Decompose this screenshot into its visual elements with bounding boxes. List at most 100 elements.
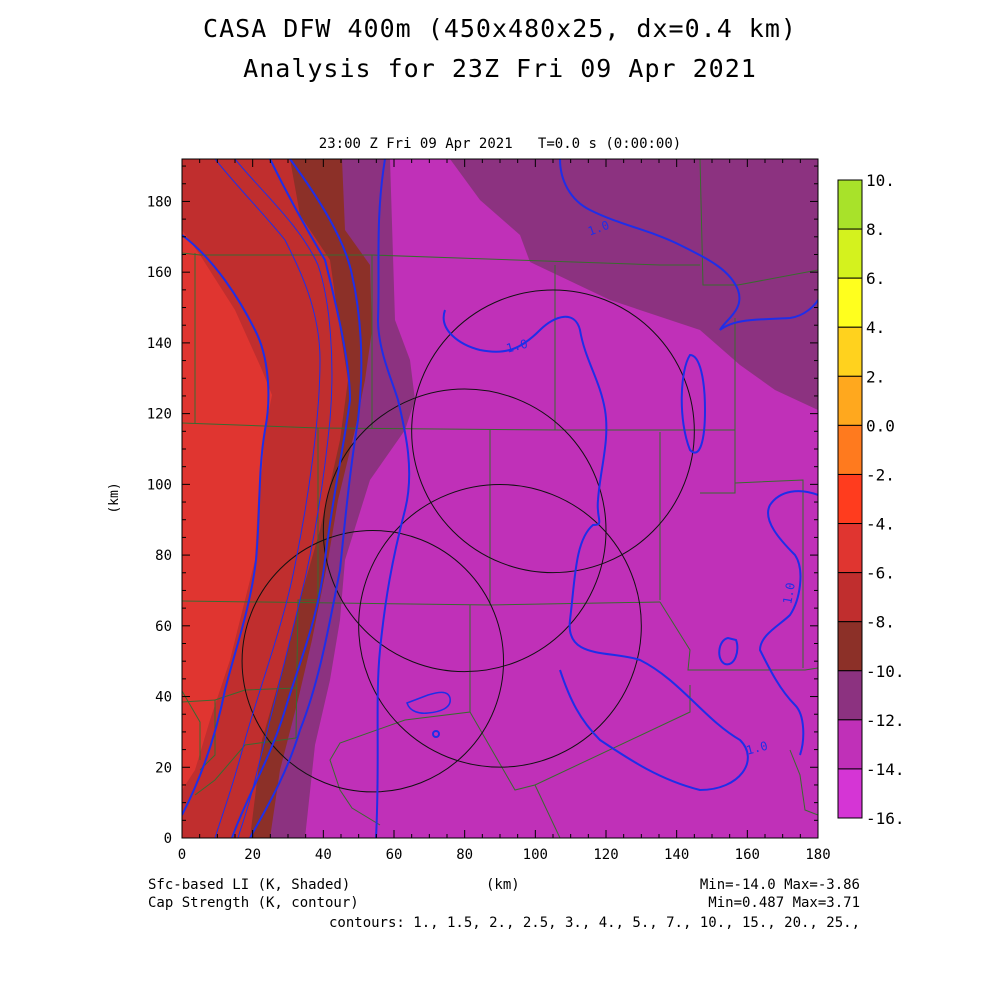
colorbar-swatch [837, 473, 863, 525]
contour-label: 1.0 [586, 218, 611, 239]
y-tick-label: 0 [164, 831, 172, 847]
y-tick-label: 40 [155, 690, 172, 706]
colorbar-label: -6. [866, 564, 895, 583]
x-tick-label: 180 [805, 847, 830, 863]
contour-line [718, 636, 739, 666]
x-tick-label: 120 [593, 847, 618, 863]
colorbar-swatch [837, 277, 863, 328]
county-line [789, 749, 818, 816]
colorbar-label: -12. [866, 711, 905, 730]
colorbar-label: -2. [866, 465, 895, 484]
county-line [699, 159, 818, 286]
y-tick-label: 120 [147, 407, 172, 423]
colorbar-swatch [837, 375, 863, 426]
colorbar-swatch [837, 572, 863, 623]
contour-line [231, 159, 352, 838]
colorbar-swatch [837, 523, 863, 574]
contour-line [182, 234, 270, 816]
y-tick-label: 160 [147, 265, 172, 281]
contour-line [432, 730, 440, 738]
contour-line [442, 309, 749, 792]
footer-shaded-minmax: Min=-14.0 Max=-3.86 [699, 877, 860, 893]
radar-range-circle [241, 529, 505, 793]
colorbar-swatch [837, 326, 863, 377]
contour-line [214, 159, 321, 838]
y-tick-label: 140 [147, 336, 172, 352]
chart-subtitle: 23:00 Z Fri 09 Apr 2021 T=0.0 s (0:00:00… [318, 136, 682, 152]
footer-x-unit: (km) [486, 877, 520, 893]
colorbar-label: 8. [866, 220, 885, 239]
y-tick-label: 100 [147, 477, 172, 493]
cap-contours [182, 159, 818, 838]
contour-line [680, 353, 707, 454]
x-tick-label: 100 [523, 847, 548, 863]
shaded-field [182, 159, 818, 838]
colorbar-swatch [837, 228, 863, 279]
x-tick-label: 80 [456, 847, 473, 863]
contour-line [234, 159, 333, 838]
y-tick-label: 80 [155, 548, 172, 564]
colorbar-swatch [837, 621, 863, 672]
contour-line [249, 159, 363, 838]
colorbar-swatch [837, 670, 863, 721]
contour-label: 1.0 [780, 581, 798, 605]
y-axis: 0 20 40 60 80 100 120 140 160 180 [147, 165, 818, 847]
x-tick-label: 40 [315, 847, 332, 863]
colorbar-swatch [837, 179, 863, 230]
county-line [469, 711, 561, 838]
colorbar: 10. 8. 6. 4. 2. 0.0 -2. -4. -6. -8. -10. -12. -14. -1… [837, 171, 905, 828]
colorbar-label: 2. [866, 367, 885, 386]
x-axis: 0 20 40 60 80 100 120 140 160 180 [178, 159, 831, 863]
colorbar-label: 4. [866, 318, 885, 337]
county-line [534, 685, 691, 786]
county-line [659, 601, 818, 671]
x-tick-label: 160 [735, 847, 760, 863]
colorbar-label: -8. [866, 613, 895, 632]
colorbar-label: 0.0 [866, 416, 895, 435]
chart-title-line2: Analysis for 23Z Fri 09 Apr 2021 [243, 54, 757, 83]
colorbar-label: 10. [866, 171, 895, 190]
contour-line [559, 159, 818, 331]
county-line [329, 605, 471, 826]
shade-east-band [450, 159, 818, 410]
county-line [182, 690, 201, 760]
county-line [182, 600, 661, 606]
county-line [182, 422, 735, 431]
x-tick-label: 140 [664, 847, 689, 863]
radar-range-circle [358, 483, 642, 768]
x-tick-label: 0 [178, 847, 186, 863]
county-line [734, 479, 804, 668]
contour-line [375, 159, 411, 838]
contour-label: 1.0 [505, 337, 530, 356]
contour-line [758, 490, 818, 756]
x-tick-label: 20 [244, 847, 261, 863]
y-axis-label: (km) [107, 482, 122, 513]
county-line [194, 737, 297, 796]
colorbar-swatch [837, 424, 863, 475]
shade-west-band4 [182, 230, 272, 790]
radar-range-circle [411, 289, 695, 574]
y-tick-label: 60 [155, 619, 172, 635]
colorbar-label: -4. [866, 515, 895, 534]
contour-labels: 1.0 1.0 1.0 1.0 [505, 218, 798, 758]
colorbar-label: -14. [866, 760, 905, 779]
chart-title-line1: CASA DFW 400m (450x480x25, dx=0.4 km) [203, 14, 797, 43]
contour-line [406, 691, 451, 714]
x-tick-label: 60 [386, 847, 403, 863]
y-tick-label: 180 [147, 194, 172, 210]
y-tick-label: 20 [155, 760, 172, 776]
colorbar-swatch [837, 768, 863, 819]
contour-label: 1.0 [745, 739, 770, 758]
county-line [182, 699, 216, 771]
colorbar-label: -16. [866, 809, 905, 828]
footer-contour-minmax: Min=0.487 Max=3.71 [708, 895, 860, 911]
colorbar-swatch [837, 719, 863, 770]
radar-range-circle [322, 388, 607, 673]
colorbar-label: -10. [866, 662, 905, 681]
footer-contour-label: Cap Strength (K, contour) [148, 895, 359, 911]
footer-contour-levels: contours: 1., 1.5, 2., 2.5, 3., 4., 5., … [328, 915, 860, 931]
colorbar-label: 6. [866, 269, 885, 288]
county-line [700, 318, 736, 494]
radar-circles [241, 289, 695, 793]
